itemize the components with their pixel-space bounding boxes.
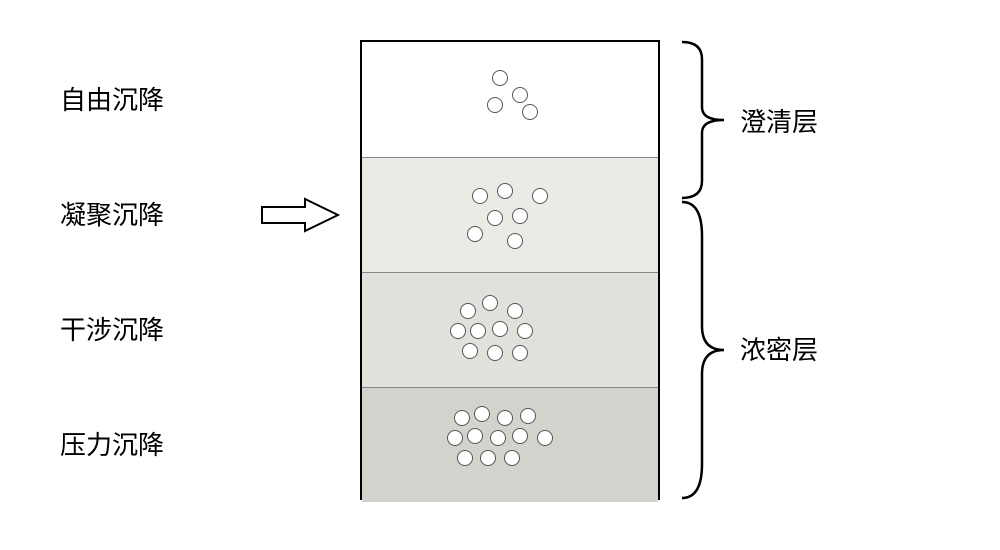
- particle: [512, 345, 528, 361]
- particle: [492, 70, 508, 86]
- sedimentation-diagram: 自由沉降凝聚沉降干涉沉降压力沉降 澄清层浓密层: [60, 40, 940, 510]
- particle: [450, 323, 466, 339]
- particle: [517, 323, 533, 339]
- brace-1: [680, 200, 730, 500]
- brace-0: [680, 40, 730, 200]
- particle: [474, 406, 490, 422]
- layer-0: [362, 42, 658, 157]
- left-label-1: 凝聚沉降: [60, 195, 164, 232]
- particle: [454, 410, 470, 426]
- particle: [447, 430, 463, 446]
- left-label-2: 干涉沉降: [60, 310, 164, 347]
- particle: [487, 345, 503, 361]
- particle: [472, 188, 488, 204]
- particle: [522, 104, 538, 120]
- brace-label-1: 浓密层: [740, 330, 818, 367]
- layer-1: [362, 157, 658, 272]
- particle: [460, 303, 476, 319]
- input-arrow: [260, 195, 340, 235]
- particle: [507, 303, 523, 319]
- particle: [490, 430, 506, 446]
- particle: [492, 321, 508, 337]
- particle: [497, 410, 513, 426]
- particle: [467, 428, 483, 444]
- brace-label-0: 澄清层: [740, 102, 818, 139]
- particle: [532, 188, 548, 204]
- particle: [512, 208, 528, 224]
- particle: [497, 183, 513, 199]
- particle: [507, 233, 523, 249]
- particle: [482, 295, 498, 311]
- left-label-3: 压力沉降: [60, 425, 164, 462]
- particle: [457, 450, 473, 466]
- particle: [520, 408, 536, 424]
- particle: [470, 323, 486, 339]
- sedimentation-column: [360, 40, 660, 500]
- particle: [504, 450, 520, 466]
- layer-2: [362, 272, 658, 387]
- particle: [487, 97, 503, 113]
- particle: [512, 87, 528, 103]
- particle: [487, 210, 503, 226]
- particle: [480, 450, 496, 466]
- particle: [537, 430, 553, 446]
- particle: [462, 343, 478, 359]
- particle: [467, 226, 483, 242]
- left-label-0: 自由沉降: [60, 80, 164, 117]
- particle: [512, 428, 528, 444]
- layer-3: [362, 387, 658, 502]
